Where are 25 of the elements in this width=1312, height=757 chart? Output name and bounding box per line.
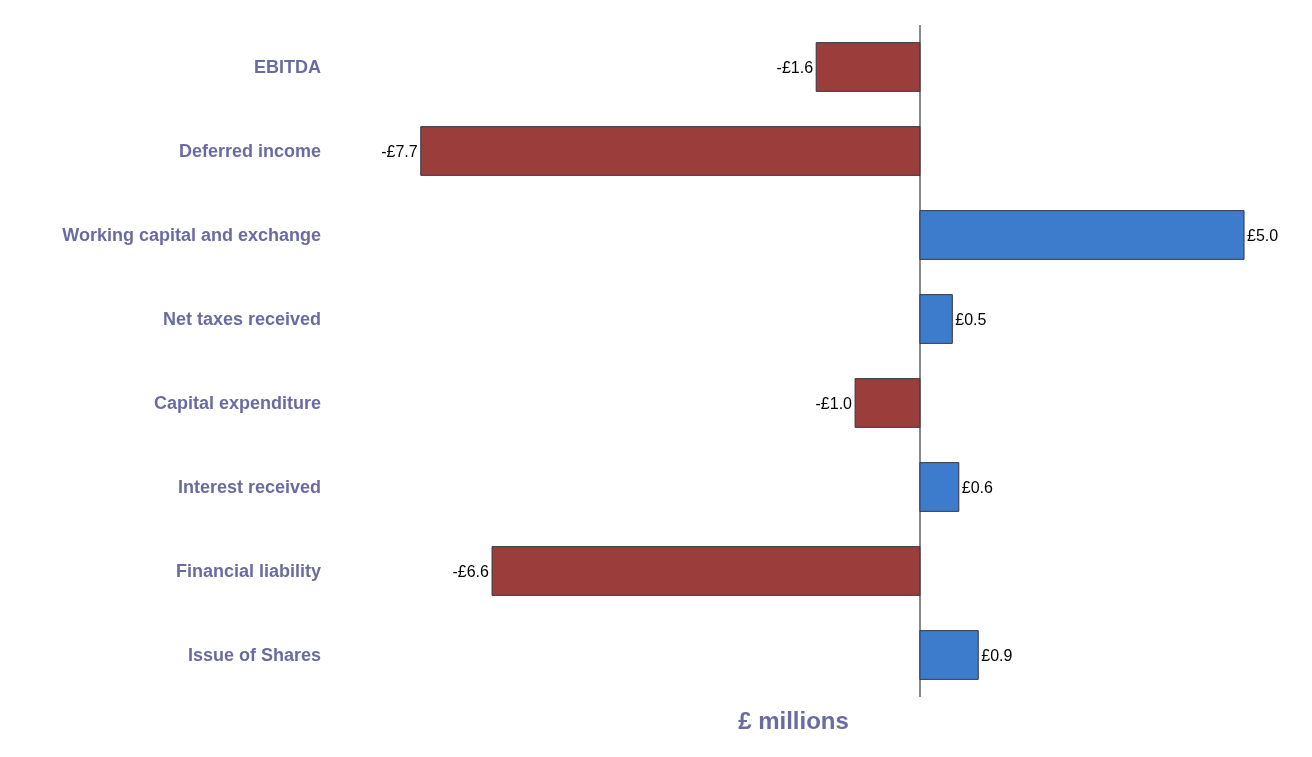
y-tick-label: Deferred income: [178, 141, 321, 162]
bar: [919, 462, 960, 512]
data-label: £5.0: [1247, 226, 1279, 244]
bar: [491, 546, 921, 596]
data-label: -£1.0: [815, 394, 853, 412]
bar: [919, 294, 953, 344]
y-tick-label: Working capital and exchange: [62, 225, 321, 246]
x-axis-title: £ millions: [738, 707, 849, 735]
data-label: £0.9: [981, 646, 1013, 664]
data-label: -£1.6: [776, 58, 814, 76]
y-tick-label: EBITDA: [254, 57, 321, 78]
y-tick-label: Interest received: [177, 477, 321, 498]
y-tick-label: Capital expenditure: [153, 393, 321, 414]
y-tick-label: Financial liability: [175, 561, 321, 582]
y-tick-label: Net taxes received: [162, 309, 321, 330]
bar: [919, 630, 979, 680]
bar: [815, 42, 921, 92]
data-label: -£7.7: [381, 142, 418, 160]
bar: [919, 210, 1245, 260]
data-label: £0.6: [961, 478, 994, 496]
bar: [854, 378, 921, 428]
y-tick-label: Issue of Shares: [187, 645, 321, 666]
data-label: -£6.6: [452, 562, 490, 580]
data-label: £0.5: [955, 310, 987, 328]
bar: [420, 126, 921, 176]
